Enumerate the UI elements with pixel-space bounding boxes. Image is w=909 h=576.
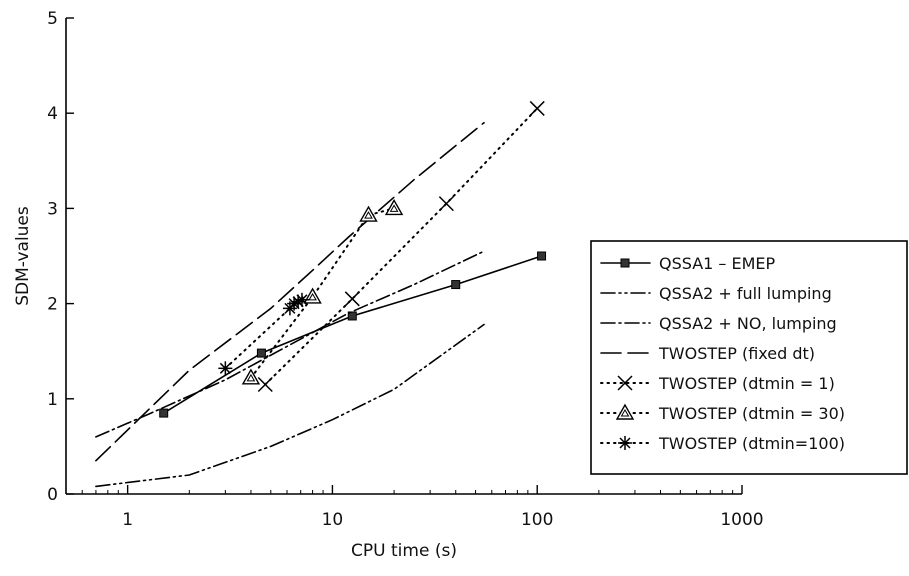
axes (65, 18, 742, 495)
tick-labels: 0 1 2 3 4 5 1 10 100 1000 (47, 9, 763, 530)
series-7 (218, 292, 309, 376)
series-5 (257, 100, 545, 393)
y-axis-title: SDM-values (13, 206, 33, 306)
series-line (95, 250, 485, 438)
legend-label: TWOSTEP (dtmin = 1) (658, 374, 835, 393)
legend-label: TWOSTEP (dtmin = 30) (658, 404, 845, 423)
series-2 (95, 323, 485, 488)
legend-marker (620, 258, 630, 268)
data-point (159, 408, 169, 418)
legend-marker (618, 436, 632, 450)
legend-item: QSSA2 + NO, lumping (600, 314, 837, 333)
series-line (264, 107, 539, 386)
data-point (537, 251, 547, 261)
data-point (344, 291, 360, 307)
legend-item: TWOSTEP (dtmin = 30) (600, 403, 845, 423)
series-4 (95, 121, 485, 462)
x-tick-label: 10 (322, 510, 344, 530)
legend-box (590, 240, 908, 475)
data-point (256, 348, 266, 358)
data-point (303, 287, 322, 304)
x-tick-label: 1 (122, 510, 133, 530)
y-tick-label: 0 (47, 485, 58, 505)
data-point (451, 280, 461, 290)
y-tick-label: 4 (47, 104, 58, 124)
series-line (162, 255, 543, 414)
legend-item: TWOSTEP (dtmin=100) (600, 434, 845, 453)
legend-marker (615, 403, 635, 420)
x-tick-label: 100 (521, 510, 553, 530)
legend-item: QSSA1 – EMEP (600, 254, 776, 273)
data-point (438, 196, 454, 212)
series-line (95, 323, 485, 488)
data-point (529, 100, 545, 116)
legend-label: QSSA2 + full lumping (659, 284, 832, 303)
series-1 (159, 251, 547, 418)
legend-item: TWOSTEP (dtmin = 1) (600, 374, 835, 393)
legend-label: TWOSTEP (dtmin=100) (658, 434, 845, 453)
y-tick-label: 2 (47, 295, 58, 315)
series-6 (241, 198, 404, 385)
legend-item: QSSA2 + full lumping (600, 284, 832, 303)
tick-marks (66, 17, 743, 495)
data-point (347, 311, 357, 321)
legend-item: TWOSTEP (fixed dt) (600, 344, 815, 363)
legend-label: QSSA2 + NO, lumping (659, 314, 837, 333)
data-point (218, 361, 233, 376)
series-3 (95, 250, 485, 438)
x-tick-label: 1000 (720, 510, 763, 530)
legend-label: TWOSTEP (fixed dt) (658, 344, 815, 363)
legend: QSSA1 – EMEP QSSA2 + full lumping QSSA2 + … (590, 240, 908, 475)
data-point (294, 292, 309, 307)
y-tick-label: 1 (47, 390, 58, 410)
series-line (224, 298, 303, 370)
series-line (249, 207, 396, 379)
legend-marker (617, 375, 633, 391)
data-point (359, 205, 378, 222)
y-tick-label: 5 (47, 9, 58, 29)
plot-area (95, 100, 547, 488)
data-point (241, 368, 261, 385)
data-point (257, 376, 273, 393)
legend-label: QSSA1 – EMEP (659, 254, 776, 273)
y-tick-label: 3 (47, 199, 58, 219)
series-line (95, 121, 485, 462)
x-axis-title: CPU time (s) (351, 541, 457, 561)
data-point (384, 198, 404, 216)
